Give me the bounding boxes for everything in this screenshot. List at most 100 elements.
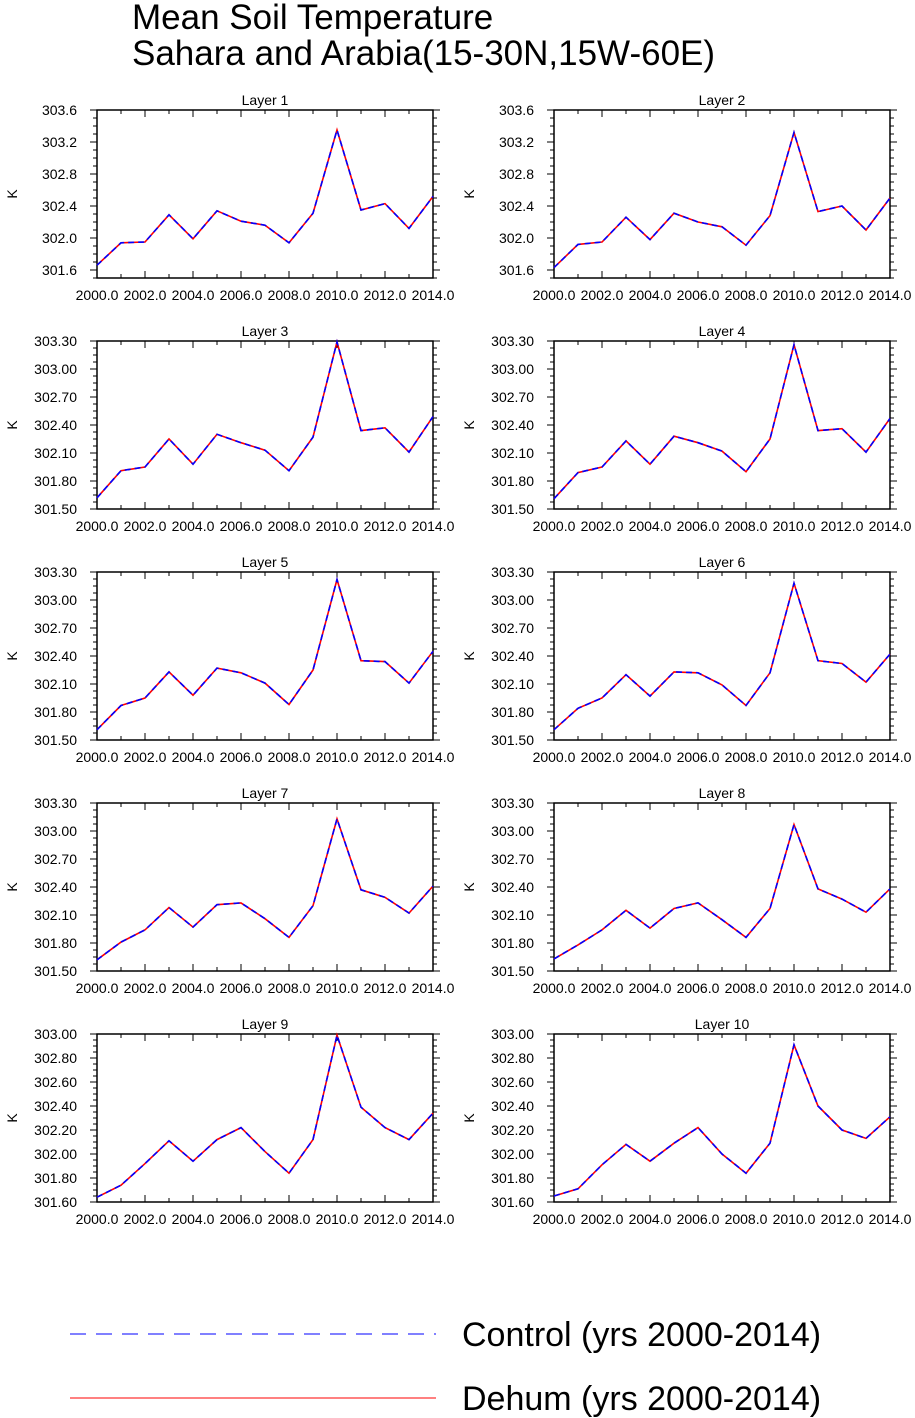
x-tick-label: 2014.0: [869, 287, 912, 303]
y-axis-label: K: [461, 882, 477, 892]
control-line: [553, 1042, 891, 1197]
y-tick-label: 302.8: [42, 166, 77, 182]
x-tick-label: 2010.0: [773, 980, 816, 996]
x-tick-label: 2012.0: [364, 518, 407, 534]
chart-panel-2: Layer 2 K 2000.0 2002.0 2004.0 2006.0 2008.0 20…: [461, 92, 912, 303]
y-tick-label: 301.50: [491, 501, 534, 517]
x-tick-label: 2014.0: [412, 749, 455, 765]
chart-panel-7: Layer 7 K 2000.0 2002.0 2004.0 2006.0 2008.0 20…: [4, 785, 455, 996]
x-tick-label: 2014.0: [412, 287, 455, 303]
y-tick-label: 301.80: [491, 1170, 534, 1186]
y-tick-label: 303.30: [34, 795, 77, 811]
x-tick-label: 2008.0: [268, 1211, 311, 1227]
dehum-line: [96, 338, 434, 499]
y-tick-label: 303.00: [34, 823, 77, 839]
x-tick-label: 2010.0: [773, 1211, 816, 1227]
dehum-line: [553, 580, 891, 731]
plot-frame: [96, 109, 434, 279]
x-tick-label: 2008.0: [725, 749, 768, 765]
chart-panel-5: Layer 5 K 2000.0 2002.0 2004.0 2006.0 2008.0 20…: [4, 554, 455, 765]
x-tick-label: 2002.0: [124, 980, 167, 996]
x-tick-label: 2006.0: [677, 1211, 720, 1227]
x-tick-label: 2004.0: [172, 749, 215, 765]
chart-panel-9: Layer 9 K 2000.0 2002.0 2004.0 2006.0 2008.0 20…: [4, 1016, 455, 1227]
panel-title: Layer 4: [699, 323, 746, 339]
x-tick-label: 2000.0: [533, 980, 576, 996]
plot-frame: [553, 802, 891, 972]
x-tick-label: 2012.0: [364, 287, 407, 303]
y-tick-label: 302.70: [34, 620, 77, 636]
x-tick-label: 2008.0: [268, 518, 311, 534]
y-tick-label: 301.50: [34, 732, 77, 748]
control-line: [553, 821, 891, 960]
y-tick-label: 302.00: [34, 1146, 77, 1162]
x-tick-label: 2006.0: [677, 287, 720, 303]
y-tick-label: 301.50: [34, 963, 77, 979]
y-tick-label: 302.0: [499, 230, 534, 246]
control-line: [96, 576, 434, 731]
y-tick-label: 302.60: [491, 1074, 534, 1090]
y-tick-label: 303.6: [499, 102, 534, 118]
plot-frame: [553, 109, 891, 279]
x-tick-label: 2014.0: [412, 980, 455, 996]
x-tick-label: 2010.0: [773, 749, 816, 765]
y-tick-label: 303.00: [491, 823, 534, 839]
y-tick-label: 303.30: [491, 564, 534, 580]
y-tick-label: 302.40: [34, 879, 77, 895]
panel-title: Layer 2: [699, 92, 746, 108]
x-tick-label: 2002.0: [581, 1211, 624, 1227]
x-tick-label: 2004.0: [629, 1211, 672, 1227]
x-tick-label: 2008.0: [268, 287, 311, 303]
x-tick-label: 2014.0: [412, 518, 455, 534]
x-tick-label: 2002.0: [124, 518, 167, 534]
y-tick-label: 302.0: [42, 230, 77, 246]
y-tick-label: 302.70: [34, 389, 77, 405]
x-tick-label: 2014.0: [412, 1211, 455, 1227]
y-axis-label: K: [4, 882, 20, 892]
y-axis-label: K: [4, 1113, 20, 1123]
x-tick-label: 2012.0: [821, 1211, 864, 1227]
x-tick-label: 2014.0: [869, 1211, 912, 1227]
x-tick-label: 2008.0: [725, 980, 768, 996]
y-axis-label: K: [4, 651, 20, 661]
y-tick-label: 302.40: [491, 1098, 534, 1114]
y-tick-label: 302.10: [491, 676, 534, 692]
x-tick-label: 2008.0: [725, 287, 768, 303]
y-tick-label: 301.80: [491, 935, 534, 951]
dehum-line: [553, 341, 891, 500]
plot-frame: [553, 1033, 891, 1203]
y-tick-label: 302.80: [34, 1050, 77, 1066]
control-line: [553, 580, 891, 731]
plot-frame: [96, 1033, 434, 1203]
y-tick-label: 302.40: [34, 417, 77, 433]
y-tick-label: 302.80: [491, 1050, 534, 1066]
panel-title: Layer 7: [242, 785, 289, 801]
dehum-line: [96, 1032, 434, 1198]
y-tick-label: 301.6: [42, 262, 77, 278]
x-tick-label: 2006.0: [677, 980, 720, 996]
panel-title: Layer 6: [699, 554, 746, 570]
y-tick-label: 303.30: [34, 333, 77, 349]
x-tick-label: 2004.0: [172, 1211, 215, 1227]
dehum-line: [96, 127, 434, 266]
x-tick-label: 2006.0: [220, 518, 263, 534]
y-tick-label: 301.60: [34, 1194, 77, 1210]
chart-panel-6: Layer 6 K 2000.0 2002.0 2004.0 2006.0 2008.0 20…: [461, 554, 912, 765]
x-tick-label: 2002.0: [124, 1211, 167, 1227]
chart-panel-4: Layer 4 K 2000.0 2002.0 2004.0 2006.0 2008.0 20…: [461, 323, 912, 534]
dehum-line: [96, 576, 434, 731]
x-tick-label: 2002.0: [124, 749, 167, 765]
x-tick-label: 2008.0: [268, 749, 311, 765]
y-tick-label: 303.30: [491, 333, 534, 349]
x-tick-label: 2004.0: [172, 980, 215, 996]
x-tick-label: 2010.0: [316, 1211, 359, 1227]
control-line: [96, 127, 434, 266]
y-tick-label: 302.40: [491, 879, 534, 895]
y-tick-label: 302.10: [34, 676, 77, 692]
x-tick-label: 2000.0: [76, 518, 119, 534]
x-tick-label: 2008.0: [268, 980, 311, 996]
x-tick-label: 2006.0: [220, 287, 263, 303]
y-tick-label: 303.00: [34, 592, 77, 608]
chart-panel-1: Layer 1 K 2000.0 2002.0 2004.0 2006.0 2008.0 20…: [4, 92, 455, 303]
